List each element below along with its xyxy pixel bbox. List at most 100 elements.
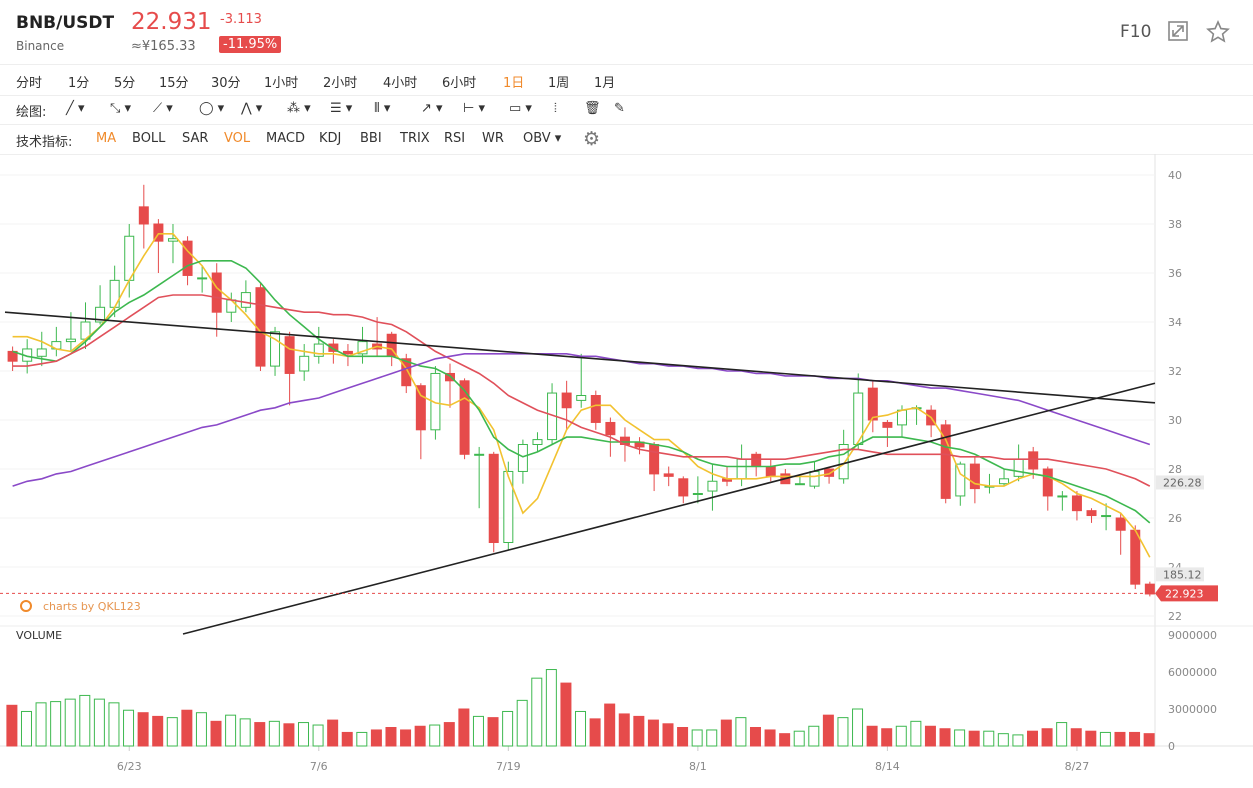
indicator-macd[interactable]: MACD — [266, 131, 305, 146]
volume-bar — [983, 730, 995, 747]
candle-body — [270, 331, 281, 367]
price-tick-label: 36 — [1168, 267, 1182, 280]
volume-bar — [1041, 728, 1053, 747]
candle-body — [649, 444, 660, 475]
volume-bar — [589, 718, 601, 747]
candle-body — [707, 480, 718, 492]
candle-body — [1144, 583, 1155, 595]
circle-tool-icon[interactable]: ◯ ▾ — [199, 101, 225, 116]
volume-bar — [385, 727, 397, 747]
watermark-logo-icon — [20, 600, 32, 612]
candle-body — [36, 348, 47, 357]
period-3[interactable]: 5分 — [114, 76, 136, 91]
candle-body — [1013, 458, 1024, 477]
ma-line-ma10 — [12, 260, 1151, 524]
gear-icon[interactable]: ⚙ — [583, 128, 601, 150]
candle-body — [240, 292, 251, 308]
volume-bar — [20, 710, 32, 747]
channel-tool-icon[interactable]: ⟋ ▾ — [153, 101, 173, 116]
pencil-icon[interactable]: ✎ — [614, 101, 625, 116]
price-tick-label: 38 — [1168, 218, 1182, 231]
indicator-vol[interactable]: VOL — [224, 131, 251, 146]
pattern-tool-icon[interactable]: ⁂ ▾ — [287, 101, 311, 116]
volume-bar — [6, 704, 18, 747]
volume-bar — [939, 728, 951, 747]
period-9[interactable]: 6小时 — [442, 76, 477, 91]
candle-body — [138, 206, 149, 225]
period-4[interactable]: 15分 — [159, 76, 189, 91]
candle-body — [1028, 451, 1039, 470]
period-1[interactable]: 分时 — [16, 76, 43, 91]
indicator-boll[interactable]: BOLL — [132, 131, 166, 146]
zigzag-tool-icon[interactable]: ⋀ ▾ — [241, 101, 263, 116]
volume-bar — [910, 720, 922, 747]
candlestick-chart[interactable]: 403836343230282624226/237/67/198/18/148/… — [0, 154, 1253, 788]
indicator-wr[interactable]: WR — [482, 131, 504, 146]
volume-bar — [1012, 734, 1024, 747]
ray-tool-icon[interactable]: ⤡ ▾ — [110, 101, 132, 116]
volume-bar — [327, 719, 339, 747]
star-icon[interactable] — [1206, 20, 1230, 44]
volume-bar — [735, 717, 747, 747]
candle-body — [1086, 510, 1097, 517]
volume-tick-label: 0 — [1168, 740, 1175, 753]
candle-body — [153, 223, 164, 242]
indicator-bbi[interactable]: BBI — [360, 131, 382, 146]
magnet-icon[interactable]: ⦙ — [554, 101, 557, 116]
volume-bar — [181, 709, 193, 747]
indicator-obv[interactable]: OBV ▾ — [523, 131, 562, 146]
period-8[interactable]: 4小时 — [383, 76, 418, 91]
indicator-ma[interactable]: MA — [96, 131, 117, 146]
volume-bar — [1056, 722, 1068, 747]
period-6[interactable]: 1小时 — [264, 76, 299, 91]
candle-body — [751, 453, 762, 468]
indicator-sar[interactable]: SAR — [182, 131, 209, 146]
time-tick-label: 7/19 — [496, 760, 521, 773]
time-tick-label: 7/6 — [310, 760, 328, 773]
candle-body — [503, 470, 514, 544]
volume-bar — [472, 715, 484, 747]
expand-icon[interactable] — [1166, 20, 1190, 44]
arrow-tool-icon[interactable]: ↗ ▾ — [421, 101, 443, 116]
volume-bar — [706, 729, 718, 747]
indicator-trix[interactable]: TRIX — [400, 131, 430, 146]
volume-bar — [749, 727, 761, 747]
candle-body — [182, 240, 193, 276]
candle-body — [999, 478, 1010, 485]
volume-bar — [123, 709, 135, 747]
symbol-title: BNB/USDT — [16, 13, 115, 33]
trash-icon[interactable]: 🗑 — [584, 101, 601, 116]
volume-bar — [239, 718, 251, 747]
candle-body — [474, 453, 485, 456]
volume-bar — [604, 703, 616, 747]
price-marker-label: 185.12 — [1163, 568, 1202, 581]
candle-body — [226, 299, 237, 313]
indicator-kdj[interactable]: KDJ — [319, 131, 342, 146]
volume-bar — [662, 723, 674, 747]
period-10[interactable]: 1日 — [503, 76, 525, 91]
line-tool-icon[interactable]: ╱ ▾ — [66, 101, 85, 116]
period-5[interactable]: 30分 — [211, 76, 241, 91]
f10-button[interactable]: F10 — [1120, 22, 1152, 42]
volume-bar — [954, 729, 966, 747]
candle-body — [430, 372, 441, 431]
candle-body — [969, 463, 980, 490]
volume-bar — [764, 729, 776, 747]
period-7[interactable]: 2小时 — [323, 76, 358, 91]
gann-tool-icon[interactable]: ⦀ ▾ — [374, 101, 391, 116]
indicator-rsi[interactable]: RSI — [444, 131, 466, 146]
period-11[interactable]: 1周 — [548, 76, 570, 91]
volume-bar — [691, 729, 703, 747]
measure-tool-icon[interactable]: ⊢ ▾ — [463, 101, 485, 116]
ma-line-ma5 — [12, 233, 1151, 558]
candle-body — [1071, 495, 1082, 512]
fibonacci-tool-icon[interactable]: ☰ ▾ — [330, 101, 353, 116]
period-12[interactable]: 1月 — [594, 76, 616, 91]
drawing-toolbar: 绘图: ╱ ▾ ⤡ ▾ ⟋ ▾ ◯ ▾ ⋀ ▾ ⁂ ▾ ☰ ▾ ⦀ ▾ ↗ ▾ ⊢ ▾ ▭ ▾ ⦙ 🗑 ✎ — [0, 94, 1253, 125]
price-cny: ≈¥165.33 — [131, 39, 196, 54]
period-2[interactable]: 1分 — [68, 76, 90, 91]
period-bar: 分时 1分 5分 15分 30分 1小时 2小时 4小时 6小时 1日 1周 1月 — [0, 65, 1253, 96]
candle-body — [1042, 468, 1053, 497]
note-tool-icon[interactable]: ▭ ▾ — [509, 101, 532, 116]
volume-bar — [35, 702, 47, 747]
